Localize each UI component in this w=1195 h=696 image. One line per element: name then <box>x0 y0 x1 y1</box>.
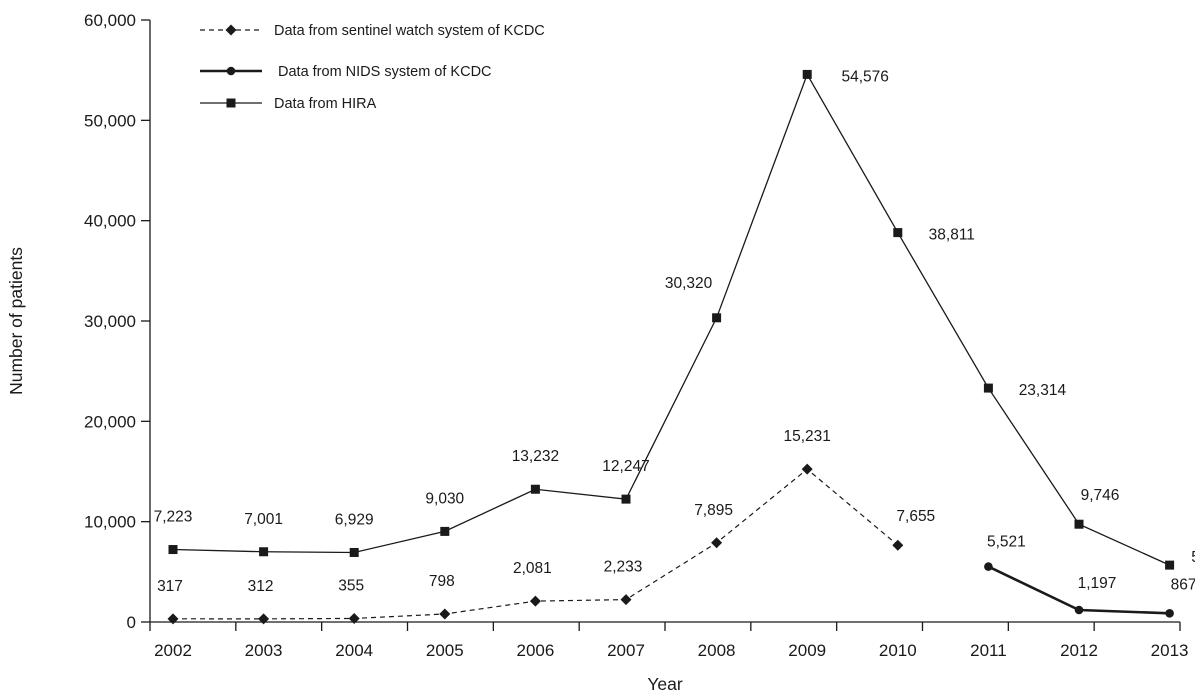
data-label: 317 <box>157 578 183 595</box>
data-point <box>893 228 903 238</box>
data-point <box>983 383 993 393</box>
x-tick-label: 2009 <box>788 641 826 660</box>
data-point <box>259 547 269 557</box>
data-label: 13,232 <box>512 448 559 465</box>
series-layer <box>167 69 1175 625</box>
data-point <box>440 526 450 536</box>
series-0 <box>167 463 904 625</box>
data-point <box>348 612 360 624</box>
legend-label: Data from HIRA <box>274 96 377 112</box>
x-tick-label: 2006 <box>516 641 554 660</box>
legend: Data from sentinel watch system of KCDC D… <box>200 23 545 112</box>
data-point <box>801 463 813 475</box>
x-tick-label: 2008 <box>698 641 736 660</box>
x-axis-title: Year <box>647 674 683 694</box>
data-label: 1,197 <box>1078 575 1117 592</box>
data-point <box>1165 560 1175 570</box>
legend-marker <box>225 24 237 36</box>
x-tick-label: 2011 <box>970 641 1007 660</box>
data-label: 2,081 <box>513 560 552 577</box>
x-tick-label: 2012 <box>1060 641 1098 660</box>
series-line <box>172 72 1170 566</box>
legend-label: Data from sentinel watch system of KCDC <box>274 23 545 39</box>
data-point <box>620 594 632 606</box>
data-label: 355 <box>338 577 364 594</box>
data-point <box>621 494 631 504</box>
y-tick-label: 60,000 <box>84 11 136 30</box>
data-label: 30,320 <box>665 275 713 292</box>
legend-item: Data from NIDS system of KCDC <box>200 64 492 80</box>
data-label: 9,746 <box>1081 487 1120 504</box>
y-tick-label: 50,000 <box>84 111 136 130</box>
series-1 <box>984 562 1174 618</box>
data-label: 7,223 <box>154 509 193 526</box>
y-tick-label: 20,000 <box>84 412 136 431</box>
y-tick-label: 40,000 <box>84 212 136 231</box>
y-tick-label: 0 <box>127 613 136 632</box>
data-label: 798 <box>429 573 455 590</box>
data-point <box>1074 605 1084 615</box>
data-point <box>529 595 541 607</box>
x-tick-label: 2003 <box>245 641 283 660</box>
x-tick-label: 2005 <box>426 641 464 660</box>
data-point <box>167 613 179 625</box>
data-label: 15,231 <box>783 428 830 445</box>
data-point <box>168 545 178 555</box>
data-point <box>1165 609 1174 618</box>
data-label: 9,030 <box>425 490 464 507</box>
data-point <box>711 537 723 549</box>
data-point <box>439 608 451 620</box>
x-tick-label: 2010 <box>879 641 917 660</box>
legend-label: Data from NIDS system of KCDC <box>278 64 492 80</box>
data-label: 38,811 <box>929 227 975 244</box>
data-point <box>258 613 270 625</box>
data-label: 2,233 <box>604 559 643 576</box>
data-label: 7,895 <box>694 502 733 519</box>
x-tick-label: 2013 <box>1151 641 1189 660</box>
data-point <box>530 484 540 494</box>
legend-item: Data from HIRA <box>200 96 377 112</box>
x-tick-label: 2007 <box>607 641 645 660</box>
data-labels: 317 312 355 798 2,081 2,233 7,895 15,231 7,655 5,… <box>154 68 1195 594</box>
data-point <box>984 562 993 571</box>
y-tick-label: 30,000 <box>84 312 136 331</box>
x-tick-label: 2004 <box>335 641 373 660</box>
data-label: 23,314 <box>1019 382 1067 399</box>
legend-marker <box>226 66 236 76</box>
y-tick-label: 10,000 <box>84 513 136 532</box>
data-label: 7,001 <box>244 511 283 528</box>
data-point <box>1074 519 1084 529</box>
data-label: 867 <box>1171 576 1195 593</box>
data-label: 5,521 <box>987 534 1026 551</box>
data-label: 7,655 <box>896 508 935 525</box>
data-label: 6,929 <box>335 511 374 528</box>
data-label: 54,576 <box>841 68 888 85</box>
data-point <box>349 547 359 557</box>
data-point <box>802 69 812 79</box>
y-axis-title: Number of patients <box>6 247 26 395</box>
legend-marker <box>226 98 236 108</box>
legend-item: Data from sentinel watch system of KCDC <box>200 23 545 39</box>
data-label: 5,669 <box>1191 549 1195 566</box>
x-tick-label: 2002 <box>154 641 192 660</box>
axes: 0 10,000 20,000 30,000 40,000 50,000 60,000 200… <box>84 11 1189 660</box>
data-label: 312 <box>248 578 274 595</box>
series-2 <box>168 69 1175 570</box>
data-point <box>892 539 904 551</box>
data-point <box>712 313 722 323</box>
data-label: 12,247 <box>602 458 649 475</box>
